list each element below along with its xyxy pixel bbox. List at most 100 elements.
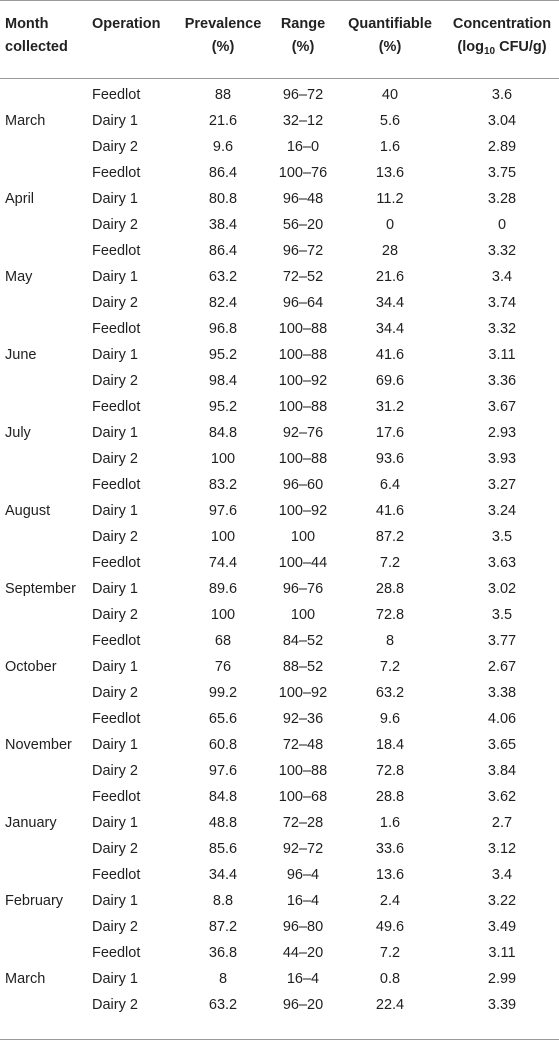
header-month-line2: collected — [5, 39, 68, 55]
range-cell: 96–72 — [282, 243, 324, 259]
concentration-cell: 3.75 — [487, 165, 517, 181]
header-quantifiable-line1: Quantifiable — [348, 16, 432, 32]
prevalence-cell: 100 — [210, 607, 236, 623]
prevalence-cell: 74.4 — [208, 555, 238, 571]
range-cell: 16–4 — [286, 971, 320, 987]
header-concentration-subscript: 10 — [483, 46, 496, 57]
month-cell: March — [5, 113, 46, 129]
month-cell: August — [5, 503, 51, 519]
operation-cell: Dairy 2 — [92, 217, 138, 233]
range-cell: 100–92 — [278, 503, 328, 519]
quantifiable-cell: 28.8 — [375, 581, 405, 597]
header-rule — [0, 78, 559, 79]
operation-cell: Dairy 1 — [92, 815, 138, 831]
table-row: Feedlot 84.8 100–68 28.8 3.62 — [0, 784, 559, 810]
operation-cell: Feedlot — [92, 867, 141, 883]
quantifiable-cell: 0 — [385, 217, 395, 233]
operation-cell: Dairy 1 — [92, 659, 138, 675]
header-concentration-prefix: (log — [457, 39, 484, 55]
prevalence-cell: 99.2 — [208, 685, 238, 701]
table-row: Dairy 2 100 100 72.8 3.5 — [0, 602, 559, 628]
header-month-line1: Month — [5, 16, 49, 32]
prevalence-cell: 82.4 — [208, 295, 238, 311]
operation-cell: Feedlot — [92, 399, 141, 415]
concentration-cell: 3.49 — [487, 919, 517, 935]
prevalence-cell: 100 — [210, 451, 236, 467]
quantifiable-cell: 72.8 — [375, 607, 405, 623]
range-cell: 100 — [290, 529, 316, 545]
prevalence-cell: 86.4 — [208, 165, 238, 181]
table-row: Dairy 2 97.6 100–88 72.8 3.84 — [0, 758, 559, 784]
range-cell: 100–44 — [278, 555, 328, 571]
operation-cell: Feedlot — [92, 789, 141, 805]
quantifiable-cell: 93.6 — [375, 451, 405, 467]
range-cell: 100–88 — [278, 399, 328, 415]
table-row: Feedlot 83.2 96–60 6.4 3.27 — [0, 472, 559, 498]
table-row: February Dairy 1 8.8 16–4 2.4 3.22 — [0, 888, 559, 914]
table-row: November Dairy 1 60.8 72–48 18.4 3.65 — [0, 732, 559, 758]
table-row: Dairy 2 87.2 96–80 49.6 3.49 — [0, 914, 559, 940]
range-cell: 96–4 — [286, 867, 320, 883]
prevalence-cell: 9.6 — [212, 139, 234, 155]
concentration-cell: 3.04 — [487, 113, 517, 129]
range-cell: 72–28 — [282, 815, 324, 831]
table-row: August Dairy 1 97.6 100–92 41.6 3.24 — [0, 498, 559, 524]
concentration-cell: 3.65 — [487, 737, 517, 753]
table-row: Feedlot 86.4 100–76 13.6 3.75 — [0, 160, 559, 186]
prevalence-cell: 87.2 — [208, 919, 238, 935]
quantifiable-cell: 7.2 — [379, 555, 401, 571]
table-row: March Dairy 1 21.6 32–12 5.6 3.04 — [0, 108, 559, 134]
quantifiable-cell: 21.6 — [375, 269, 405, 285]
header-prevalence-line2: (%) — [211, 39, 235, 55]
quantifiable-cell: 1.6 — [379, 815, 401, 831]
quantifiable-cell: 9.6 — [379, 711, 401, 727]
table-row: Feedlot 68 84–52 8 3.77 — [0, 628, 559, 654]
quantifiable-cell: 22.4 — [375, 997, 405, 1013]
operation-cell: Dairy 1 — [92, 347, 138, 363]
month-cell: October — [5, 659, 57, 675]
operation-cell: Feedlot — [92, 165, 141, 181]
prevalence-cell: 63.2 — [208, 997, 238, 1013]
prevalence-cell: 89.6 — [208, 581, 238, 597]
operation-cell: Dairy 2 — [92, 763, 138, 779]
range-cell: 100 — [290, 607, 316, 623]
concentration-cell: 2.7 — [491, 815, 513, 831]
range-cell: 16–0 — [286, 139, 320, 155]
quantifiable-cell: 28.8 — [375, 789, 405, 805]
quantifiable-cell: 31.2 — [375, 399, 405, 415]
table-row: Dairy 2 9.6 16–0 1.6 2.89 — [0, 134, 559, 160]
prevalence-cell: 8 — [218, 971, 228, 987]
range-cell: 96–76 — [282, 581, 324, 597]
month-cell: February — [5, 893, 64, 909]
prevalence-cell: 80.8 — [208, 191, 238, 207]
header-prevalence: Prevalence (%) — [179, 13, 267, 59]
prevalence-cell: 95.2 — [208, 399, 238, 415]
range-cell: 96–60 — [282, 477, 324, 493]
concentration-cell: 3.77 — [487, 633, 517, 649]
table-row: May Dairy 1 63.2 72–52 21.6 3.4 — [0, 264, 559, 290]
quantifiable-cell: 18.4 — [375, 737, 405, 753]
table-row: Dairy 2 99.2 100–92 63.2 3.38 — [0, 680, 559, 706]
month-cell: September — [5, 581, 76, 597]
prevalence-cell: 76 — [214, 659, 232, 675]
range-cell: 88–52 — [282, 659, 324, 675]
quantifiable-cell: 72.8 — [375, 763, 405, 779]
range-cell: 44–20 — [282, 945, 324, 961]
concentration-cell: 3.12 — [487, 841, 517, 857]
prevalence-cell: 8.8 — [212, 893, 234, 909]
range-cell: 100–88 — [278, 451, 328, 467]
quantifiable-cell: 6.4 — [379, 477, 401, 493]
operation-cell: Dairy 1 — [92, 503, 138, 519]
month-cell: November — [5, 737, 72, 753]
prevalence-cell: 68 — [214, 633, 232, 649]
table-row: Feedlot 88 96–72 40 3.6 — [0, 82, 559, 108]
prevalence-cell: 100 — [210, 529, 236, 545]
quantifiable-cell: 0.8 — [379, 971, 401, 987]
prevalence-cell: 65.6 — [208, 711, 238, 727]
concentration-cell: 3.22 — [487, 893, 517, 909]
quantifiable-cell: 87.2 — [375, 529, 405, 545]
range-cell: 92–72 — [282, 841, 324, 857]
quantifiable-cell: 69.6 — [375, 373, 405, 389]
table-row: March Dairy 1 8 16–4 0.8 2.99 — [0, 966, 559, 992]
concentration-cell: 3.02 — [487, 581, 517, 597]
